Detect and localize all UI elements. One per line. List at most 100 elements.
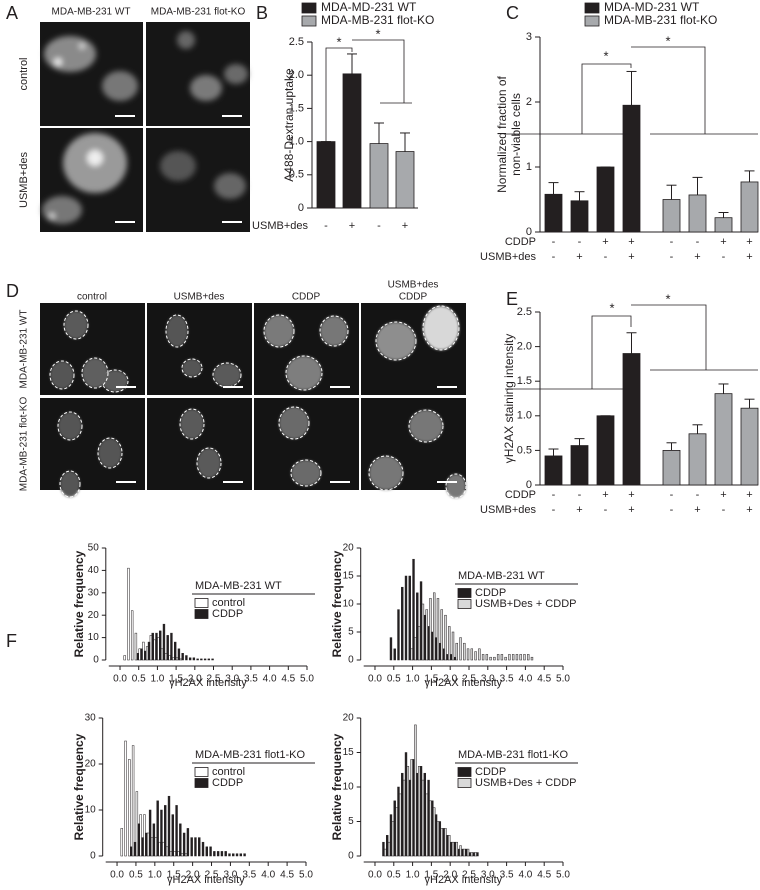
bar xyxy=(369,143,389,209)
condition-sign: - xyxy=(578,489,582,501)
nuclei xyxy=(165,314,242,388)
histogram-bar xyxy=(159,630,162,661)
y-tick-label: 40 xyxy=(88,565,100,576)
legend-swatch xyxy=(301,15,317,27)
y-tick-label: 2.5 xyxy=(289,36,304,48)
panel-letter: E xyxy=(506,289,518,309)
histogram-bar xyxy=(410,759,413,857)
histogram-bar xyxy=(149,635,153,661)
significance-star: * xyxy=(336,34,341,49)
nuclei xyxy=(278,406,322,487)
legend-swatch xyxy=(194,767,209,777)
y-tick-label: 0 xyxy=(90,851,96,862)
error-bar xyxy=(744,170,755,182)
histogram-bar xyxy=(389,637,393,661)
condition-sign: + xyxy=(349,220,355,232)
histogram-bar xyxy=(139,814,142,857)
histogram-bar xyxy=(209,846,212,857)
nucleus xyxy=(197,448,221,478)
x-tick-label: 5.0 xyxy=(556,870,570,881)
histogram-bar xyxy=(419,581,423,661)
x-tick-label: 4.5 xyxy=(281,674,295,685)
histogram-bar xyxy=(177,851,180,857)
histogram-bar xyxy=(131,745,135,857)
significance-bracket xyxy=(505,315,632,390)
histogram-bar xyxy=(133,841,137,857)
histogram-bar xyxy=(175,657,179,661)
legend-title: MDA-MB-231 flot1-KO xyxy=(195,749,305,761)
histogram-bar xyxy=(172,657,175,661)
condition-sign: + xyxy=(628,489,634,501)
cell-signal xyxy=(44,36,138,101)
bar xyxy=(714,393,733,486)
nucleus xyxy=(286,356,322,390)
y-tick-label: 0.5 xyxy=(289,169,304,181)
legend-label: CDDP xyxy=(475,766,506,778)
histogram-bar xyxy=(207,658,211,661)
bar xyxy=(622,353,641,486)
legend-label: MDA-MD-231 WT xyxy=(321,0,417,14)
condition-sign: + xyxy=(402,220,408,232)
nucleus xyxy=(423,306,459,350)
x-tick-label: 5.0 xyxy=(556,674,570,685)
nucleus-outline xyxy=(319,315,349,347)
histogram-bar xyxy=(438,821,442,857)
histogram-bar xyxy=(235,853,239,857)
histogram-bar xyxy=(175,805,178,857)
histogram-bar xyxy=(530,656,534,661)
legend-title: MDA-MB-231 WT xyxy=(195,580,282,592)
histogram-bar xyxy=(423,614,426,661)
nucleus xyxy=(182,359,202,377)
nucleus-outline xyxy=(422,305,460,351)
y-tick-label: 1.5 xyxy=(289,102,304,114)
legend-swatch xyxy=(194,609,209,619)
y-tick-label: 50 xyxy=(88,543,100,554)
error-bar xyxy=(626,332,637,354)
histogram-bar xyxy=(489,656,492,661)
column-label: CDDP xyxy=(292,292,321,303)
nucleus-outline xyxy=(49,360,75,390)
x-tick-label: 2.5 xyxy=(205,870,219,881)
histogram-bar xyxy=(412,759,415,857)
panel-letter: C xyxy=(506,3,519,23)
histogram-bar xyxy=(155,632,158,661)
histogram-bar xyxy=(470,852,474,857)
error-bar xyxy=(692,176,703,195)
nucleus-outline xyxy=(97,437,123,469)
x-tick-label: 4.5 xyxy=(280,870,294,881)
histogram-bar xyxy=(243,853,246,857)
histogram-bar xyxy=(446,835,449,857)
histogram-bar xyxy=(145,832,148,857)
histogram-bar xyxy=(472,852,475,857)
histogram-bar xyxy=(399,793,402,857)
histogram-bar xyxy=(397,786,400,857)
histogram-bar xyxy=(427,626,430,661)
y-tick-label: 1 xyxy=(526,161,532,173)
histogram-bar xyxy=(414,637,417,661)
y-tick-label: 2.0 xyxy=(289,69,304,81)
legend-label: MDA-MB-231 flot-KO xyxy=(604,13,717,27)
nucleus xyxy=(98,438,122,468)
error-bar xyxy=(548,448,559,456)
histogram-bar xyxy=(449,841,453,857)
significance-bracket xyxy=(505,63,632,135)
nucleus-outline xyxy=(59,470,81,498)
histogram-bar xyxy=(434,637,438,661)
x-tick-label: 0.5 xyxy=(129,870,143,881)
nucleus-outline xyxy=(57,411,83,441)
histogram-bar xyxy=(448,626,451,661)
nucleus xyxy=(166,315,188,347)
column-label: MDA-MB-231 WT xyxy=(52,7,131,18)
condition-label: USMB+des xyxy=(252,220,308,232)
error-bar xyxy=(692,424,703,434)
nucleus-outline xyxy=(196,447,222,479)
histogram-bar xyxy=(179,658,182,661)
bar xyxy=(570,200,589,233)
histogram-bar xyxy=(485,654,489,661)
cell xyxy=(214,173,246,199)
histogram-bar xyxy=(179,823,182,857)
histogram-bar xyxy=(239,853,243,857)
histogram-bar xyxy=(147,832,150,857)
histogram-bar xyxy=(446,654,449,661)
histogram-bar xyxy=(213,851,216,857)
